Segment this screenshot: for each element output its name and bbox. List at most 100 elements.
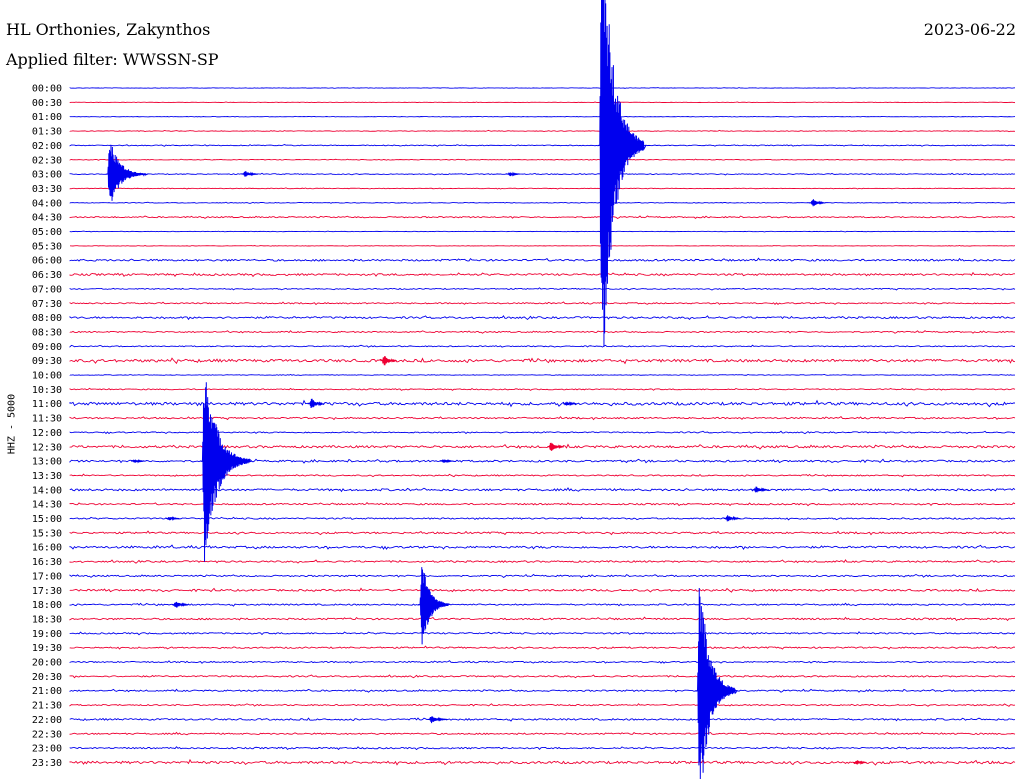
trace-row-44	[69, 717, 1016, 722]
row-time-label: 01:30	[32, 127, 62, 138]
trace-row-32	[69, 544, 1016, 550]
row-time-label: 09:30	[32, 356, 62, 367]
row-time-label: 00:30	[32, 98, 62, 109]
seismic-event-8	[547, 442, 564, 451]
seismic-event-19	[853, 760, 867, 766]
row-time-label: 22:00	[32, 715, 62, 726]
row-time-label: 21:30	[32, 701, 62, 712]
trace-row-29	[69, 502, 1016, 507]
row-time-label: 04:00	[32, 198, 62, 209]
trace-row-36	[69, 602, 1016, 607]
row-time-label: 02:00	[32, 141, 62, 152]
trace-row-38	[69, 631, 1016, 636]
row-time-label: 08:30	[32, 327, 62, 338]
trace-row-11	[69, 245, 1016, 247]
row-time-label: 17:00	[32, 571, 62, 582]
trace-row-34	[69, 573, 1016, 578]
row-time-label: 11:00	[32, 399, 62, 410]
row-time-label: 19:00	[32, 629, 62, 640]
trace-row-7	[69, 187, 1016, 190]
trace-row-25	[69, 443, 1016, 450]
row-time-label: 06:00	[32, 256, 62, 267]
trace-row-0	[69, 87, 1016, 89]
trace-row-2	[69, 115, 1016, 118]
seismic-event-10	[131, 459, 145, 464]
row-time-label: 23:00	[32, 744, 62, 755]
row-time-label: 07:30	[32, 299, 62, 310]
trace-row-45	[69, 731, 1016, 736]
trace-row-33	[69, 559, 1016, 564]
trace-row-20	[69, 373, 1016, 376]
trace-row-28	[69, 487, 1016, 493]
seismic-event-13	[165, 516, 180, 521]
row-time-label: 13:30	[32, 471, 62, 482]
row-time-label: 11:30	[32, 414, 62, 425]
trace-row-4	[69, 144, 1016, 147]
trace-row-43	[69, 703, 1016, 707]
trace-row-23	[69, 415, 1016, 421]
row-time-label: 20:30	[32, 672, 62, 683]
seismic-event-12	[752, 486, 769, 493]
row-time-label: 22:30	[32, 729, 62, 740]
trace-row-13	[69, 271, 1016, 278]
seismic-event-5	[380, 356, 397, 366]
row-time-label: 19:30	[32, 643, 62, 654]
trace-row-9	[69, 215, 1016, 219]
row-time-label: 18:00	[32, 600, 62, 611]
seismic-event-7	[563, 401, 577, 407]
seismic-event-16	[172, 601, 189, 608]
filter-label: Applied filter: WWSSN-SP	[6, 50, 219, 69]
trace-row-21	[69, 387, 1016, 391]
trace-row-31	[69, 530, 1016, 536]
row-time-label: 15:00	[32, 514, 62, 525]
trace-row-3	[69, 129, 1016, 133]
row-time-label: 20:00	[32, 658, 62, 669]
row-time-label: 07:00	[32, 284, 62, 295]
row-time-label: 06:30	[32, 270, 62, 281]
row-time-label: 23:30	[32, 758, 62, 769]
row-time-label: 10:30	[32, 385, 62, 396]
trace-row-10	[69, 230, 1016, 233]
row-time-label: 10:00	[32, 371, 62, 382]
row-time-label: 14:30	[32, 500, 62, 511]
trace-row-17	[69, 330, 1016, 334]
trace-row-14	[69, 287, 1016, 291]
row-time-label: 13:00	[32, 457, 62, 468]
seismic-event-15	[418, 567, 451, 645]
row-time-label: 02:30	[32, 155, 62, 166]
seismic-event-17	[695, 587, 738, 780]
row-time-label: 14:00	[32, 485, 62, 496]
seismic-event-0	[597, 0, 647, 347]
trace-row-35	[69, 587, 1016, 593]
trace-row-5	[69, 158, 1016, 161]
trace-row-18	[69, 344, 1016, 348]
row-time-label: 21:00	[32, 686, 62, 697]
trace-row-37	[69, 616, 1016, 622]
trace-row-41	[69, 674, 1016, 679]
seismic-event-9	[200, 382, 253, 562]
row-time-label: 04:30	[32, 213, 62, 224]
trace-row-24	[69, 430, 1016, 435]
seismic-event-1	[105, 144, 148, 201]
trace-row-39	[69, 645, 1016, 650]
trace-row-12	[69, 257, 1016, 262]
date-label: 2023-06-22	[923, 20, 1016, 39]
trace-row-6	[69, 172, 1016, 176]
seismic-event-14	[723, 515, 741, 522]
trace-row-16	[69, 315, 1016, 321]
seismic-event-3	[506, 171, 520, 177]
row-time-label: 03:30	[32, 184, 62, 195]
row-time-label: 03:00	[32, 170, 62, 181]
seismic-event-6	[307, 398, 325, 409]
trace-row-42	[69, 688, 1016, 693]
trace-row-19	[69, 357, 1016, 365]
row-time-label: 16:30	[32, 557, 62, 568]
trace-row-15	[69, 301, 1016, 306]
row-time-label: 16:00	[32, 543, 62, 554]
seismic-event-18	[427, 716, 448, 724]
row-time-label: 18:30	[32, 614, 62, 625]
trace-row-46	[69, 746, 1016, 751]
row-time-label: 15:30	[32, 528, 62, 539]
